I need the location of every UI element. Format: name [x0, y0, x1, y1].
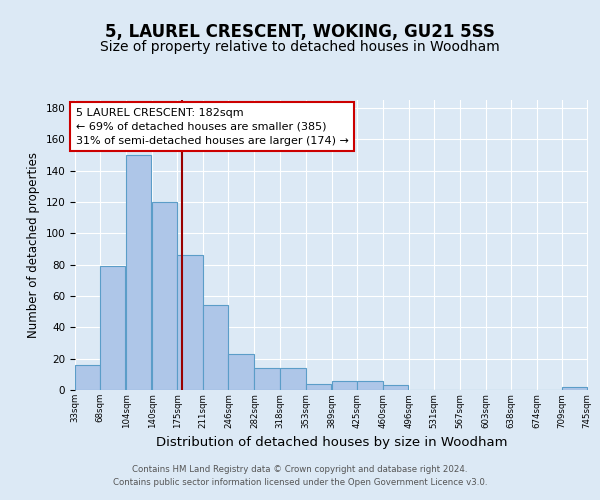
- Bar: [305, 384, 331, 390]
- Bar: [203, 306, 229, 390]
- Bar: [331, 380, 357, 390]
- Bar: [152, 202, 178, 390]
- Bar: [126, 155, 151, 390]
- Text: Contains HM Land Registry data © Crown copyright and database right 2024.: Contains HM Land Registry data © Crown c…: [132, 466, 468, 474]
- Bar: [254, 368, 280, 390]
- Y-axis label: Number of detached properties: Number of detached properties: [27, 152, 40, 338]
- Text: 5 LAUREL CRESCENT: 182sqm
← 69% of detached houses are smaller (385)
31% of semi: 5 LAUREL CRESCENT: 182sqm ← 69% of detac…: [76, 108, 349, 146]
- Text: Contains public sector information licensed under the Open Government Licence v3: Contains public sector information licen…: [113, 478, 487, 487]
- Text: 5, LAUREL CRESCENT, WOKING, GU21 5SS: 5, LAUREL CRESCENT, WOKING, GU21 5SS: [105, 24, 495, 42]
- Bar: [562, 387, 587, 390]
- Bar: [229, 354, 254, 390]
- Bar: [280, 368, 305, 390]
- Bar: [100, 266, 125, 390]
- Bar: [358, 380, 383, 390]
- Text: Size of property relative to detached houses in Woodham: Size of property relative to detached ho…: [100, 40, 500, 54]
- Bar: [178, 255, 203, 390]
- X-axis label: Distribution of detached houses by size in Woodham: Distribution of detached houses by size …: [156, 436, 507, 449]
- Bar: [75, 365, 100, 390]
- Bar: [383, 386, 408, 390]
